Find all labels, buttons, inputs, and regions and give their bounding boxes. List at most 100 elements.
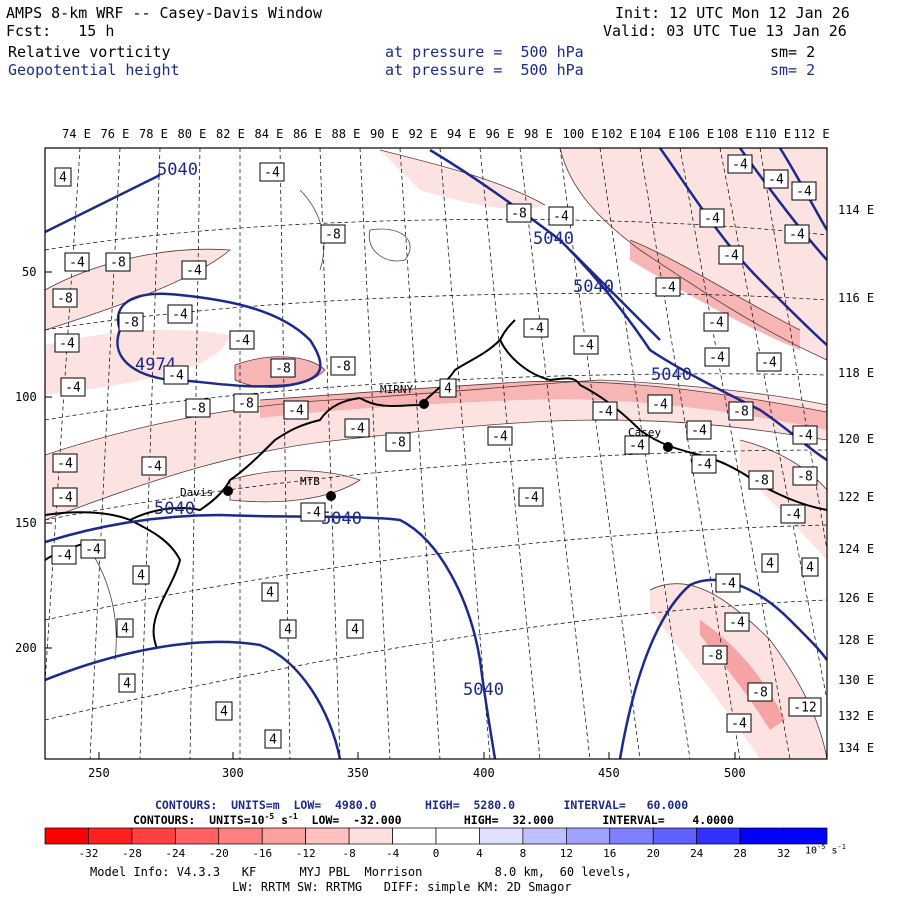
vort-band-core [260,381,827,430]
left-grid-label: 200 [15,641,37,655]
vorticity-label-box [699,208,725,228]
bottom-grid-label: 500 [724,766,746,780]
fcst-label: Fcst: [6,22,52,40]
valid-time: Valid: 03 UTC Tue 13 Jan 26 [603,22,847,40]
colorbar-swatch [88,827,133,845]
vorticity-label-box [756,352,782,372]
vorticity-label-box [229,330,255,350]
colorbar-swatch [739,827,784,845]
vorticity-label: 4 [269,733,277,748]
vort-band-main [45,380,827,520]
right-lon-label: 114 E [838,203,875,217]
vorticity-label-box [344,418,370,438]
vorticity-label: -4 [172,308,188,323]
field1-level: at pressure = 500 hPa [385,43,584,61]
station-label: MIRNY [380,383,413,396]
vorticity-label: -4 [729,616,745,631]
vorticity-label: -4 [660,281,676,296]
right-lon-label: 120 E [838,432,875,446]
vorticity-label: -4 [349,422,365,437]
vorticity-label: -4 [528,322,544,337]
vorticity-label: -8 [797,470,813,485]
vorticity-label: -4 [789,228,805,243]
vorticity-label: -8 [390,436,406,451]
vorticity-label: -8 [335,360,351,375]
colorbar-tick-label: -8 [342,847,356,860]
vorticity-contour-labels: 4 -4 -8 -4 -8 -4 -4 -8 -4 -8 -4 -4 -8 -4 -8 -4 -8 -8 -4 -4 -… [51,154,822,749]
vorticity-shading [45,148,827,759]
contours2-units: CONTOURS: UNITS=10 [133,812,265,827]
vorticity-label: 4 [284,623,292,638]
contours2-units2: s [274,812,289,827]
top-lon-label: 92 E [408,127,438,141]
top-lon-label: 104 E [639,127,676,141]
colorbar-swatch [261,827,307,845]
top-lon-label: 78 E [139,127,168,141]
vorticity-label: -4 [785,508,801,523]
vorticity-label-box [167,304,193,324]
vorticity-label: -4 [709,351,725,366]
vorticity-label: -4 [696,458,712,473]
colorbar-tick-label: -16 [252,847,273,860]
vorticity-label-box [647,394,673,414]
height-label: 5040 [463,680,504,700]
graticule [45,148,827,759]
vorticity-label-box [270,358,296,378]
right-lon-label: 130 E [838,673,875,687]
vorticity-label-box [300,502,326,522]
height-label: 5040 [533,229,574,249]
vorticity-label: -4 [57,457,73,472]
vorticity-label: -8 [511,207,527,222]
vorticity-label: -4 [796,185,812,200]
vorticity-label: -4 [597,405,613,420]
top-lon-label: 82 E [216,127,245,141]
vorticity-label-box [792,425,818,445]
vorticity-label: 4 [351,623,359,638]
vorticity-label: -8 [238,397,254,412]
top-lon-label: 90 E [370,127,399,141]
right-lon-label: 122 E [838,490,875,504]
contours2-exp2: -1 [288,812,298,821]
vorticity-label-box [573,335,599,355]
vorticity-label: -4 [59,337,75,352]
vorticity-label-box [54,333,80,353]
vorticity-label-box [702,645,728,665]
height-label: 5040 [321,509,362,529]
vorticity-label-box [686,420,712,440]
vorticity-label-box [801,557,819,577]
vorticity-label-box [80,539,106,559]
right-lon-label: 132 E [838,709,875,723]
vorticity-label-box [64,252,90,272]
contours-vorticity-info: CONTOURS: UNITS=10-5 s-1 LOW= -32.000 HI… [133,812,734,827]
vort-patch-top [380,150,545,210]
vorticity-label-box [261,582,279,602]
height-label: 5040 [157,160,198,180]
field1-name: Relative vorticity [8,43,171,61]
vorticity-label: -4 [723,249,739,264]
vorticity-label-box [704,347,730,367]
colorbar-swatch [305,827,350,845]
vorticity-label-box [792,466,818,486]
vorticity-label: 4 [444,382,452,397]
vorticity-label-box [788,697,822,717]
vorticity-label-box [52,288,78,308]
colorbar-swatch [479,827,524,845]
vorticity-label-box [346,619,364,639]
colorbar-unit-exp: -5 [817,843,826,851]
station-marker [326,491,336,501]
vorticity-label: -4 [69,256,85,271]
field2-name: Geopotential height [8,61,180,79]
vorticity-label-box [118,312,144,332]
vorticity-label: -4 [708,316,724,331]
colorbar-tick-label: 32 [776,847,791,860]
colorbar-swatch [522,827,567,845]
vorticity-label-box [51,545,77,565]
vorticity-label-box [439,378,457,398]
colorbar-swatch [348,827,393,845]
height-label: 5040 [154,499,195,519]
vorticity-label-box [780,504,806,524]
vorticity-label: -8 [325,228,341,243]
top-lon-label: 108 E [716,127,753,141]
top-lon-label: 94 E [447,127,476,141]
vorticity-label-box [60,377,86,397]
